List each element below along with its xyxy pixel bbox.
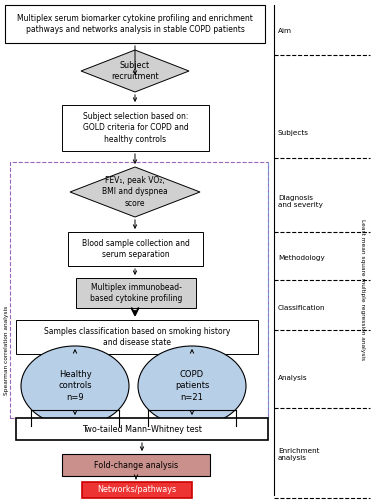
Text: Fold-change analysis: Fold-change analysis [94, 460, 178, 469]
Text: Subject
recruitment: Subject recruitment [111, 61, 159, 81]
Polygon shape [81, 50, 189, 92]
FancyBboxPatch shape [82, 482, 192, 498]
Polygon shape [70, 167, 200, 217]
FancyBboxPatch shape [62, 105, 209, 151]
Text: Spearman correlation analysis: Spearman correlation analysis [4, 306, 9, 394]
FancyBboxPatch shape [5, 5, 265, 43]
Text: Enrichment
analysis: Enrichment analysis [278, 448, 320, 461]
Text: Healthy
controls
n=9: Healthy controls n=9 [58, 370, 92, 402]
FancyBboxPatch shape [16, 320, 258, 354]
Text: FEV₁, peak VO₂,
BMI and dyspnea
score: FEV₁, peak VO₂, BMI and dyspnea score [102, 176, 168, 208]
Text: Subject selection based on:
GOLD criteria for COPD and
healthy controls: Subject selection based on: GOLD criteri… [83, 112, 188, 144]
Text: Multiplex immunobead-
based cytokine profiling: Multiplex immunobead- based cytokine pro… [90, 283, 182, 303]
Text: COPD
patients
n=21: COPD patients n=21 [175, 370, 209, 402]
Text: Methodology: Methodology [278, 255, 325, 261]
Text: Analysis: Analysis [278, 375, 308, 381]
Text: Samples classification based on smoking history
and disease state: Samples classification based on smoking … [44, 327, 230, 347]
Text: Least mean square multiple regression analysis: Least mean square multiple regression an… [360, 220, 364, 360]
FancyBboxPatch shape [68, 232, 203, 266]
Text: Blood sample collection and
serum separation: Blood sample collection and serum separa… [82, 239, 189, 259]
Text: Classification: Classification [278, 305, 326, 311]
Text: Two-tailed Mann–Whitney test: Two-tailed Mann–Whitney test [82, 424, 202, 434]
Text: Subjects: Subjects [278, 130, 309, 136]
FancyBboxPatch shape [76, 278, 196, 308]
FancyBboxPatch shape [62, 454, 210, 476]
Ellipse shape [138, 346, 246, 426]
Ellipse shape [21, 346, 129, 426]
Text: Multiplex serum biomarker cytokine profiling and enrichment
pathways and network: Multiplex serum biomarker cytokine profi… [17, 14, 253, 34]
FancyBboxPatch shape [16, 418, 268, 440]
Text: Diagnosis
and severity: Diagnosis and severity [278, 195, 323, 208]
Text: Networks/pathways: Networks/pathways [97, 486, 176, 494]
Text: Aim: Aim [278, 28, 292, 34]
